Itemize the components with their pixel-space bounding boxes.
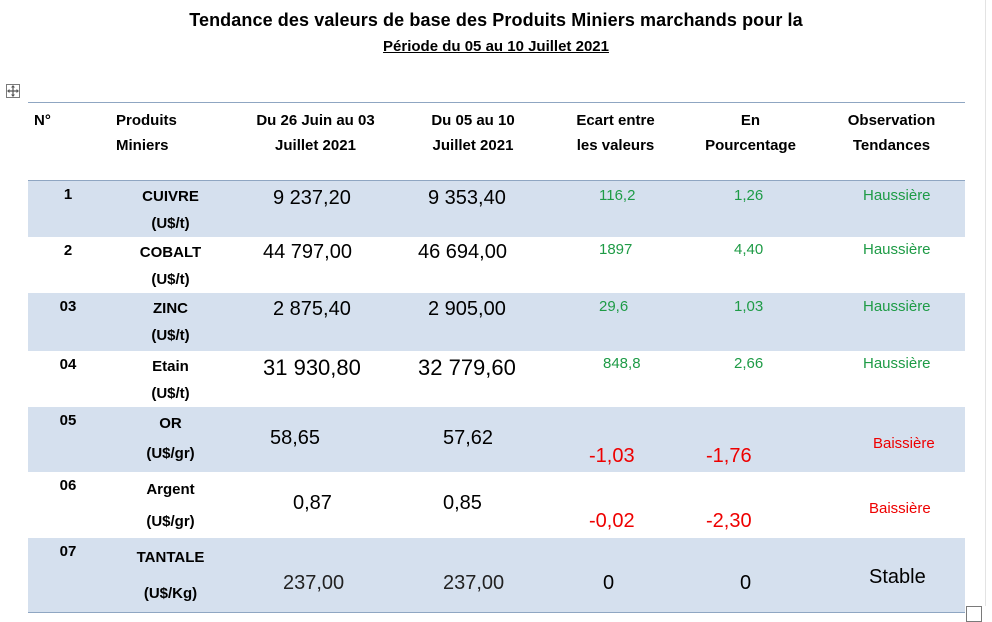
ecart-value: 848,8 [603, 355, 641, 372]
product-name: COBALT [139, 244, 202, 261]
table-row: 03 ZINC (U$/t) 2 875,40 2 905,00 29,6 1,0… [28, 293, 965, 351]
document-title: Tendance des valeurs de base des Produit… [189, 10, 803, 30]
table-row: 2 COBALT (U$/t) 44 797,00 46 694,00 1897 … [28, 237, 965, 293]
value-period-2: 237,00 [443, 572, 505, 594]
trend-label: Haussière [863, 187, 931, 204]
table-row: 1 CUIVRE (U$/t) 9 237,20 9 353,40 116,2 1… [28, 180, 965, 237]
row-number: 07 [59, 543, 77, 560]
ecart-value: 1897 [599, 241, 633, 258]
ecart-value: 116,2 [599, 187, 636, 204]
percentage-value: -2,30 [706, 510, 752, 532]
product-name: ZINC [153, 300, 188, 317]
ecart-value: 29,6 [599, 298, 629, 315]
table-move-handle-icon[interactable] [6, 84, 20, 98]
table-row: 04 Etain (U$/t) 31 930,80 32 779,60 848,8… [28, 351, 965, 407]
product-name: Argent [146, 481, 195, 498]
percentage-value: 2,66 [734, 355, 764, 372]
trend-label: Baissière [873, 435, 935, 452]
value-period-2: 32 779,60 [418, 355, 516, 380]
header-observation: Observation Tendances [818, 102, 965, 181]
header-period-2: Du 05 au 10 Juillet 2021 [398, 102, 548, 181]
row-number: 2 [63, 242, 73, 259]
value-period-2: 0,85 [443, 492, 482, 514]
value-period-1: 58,65 [270, 427, 321, 449]
value-period-1: 31 930,80 [263, 355, 361, 380]
value-period-1: 0,87 [293, 492, 332, 514]
header-ecart: Ecart entre les valeurs [548, 102, 683, 181]
product-unit: (U$/t) [151, 327, 190, 344]
product-unit: (U$/t) [151, 385, 190, 402]
value-period-1: 9 237,20 [273, 187, 351, 209]
trend-label: Stable [869, 566, 926, 588]
trend-label: Haussière [863, 355, 931, 372]
value-period-1: 2 875,40 [273, 298, 351, 320]
product-name: CUIVRE [142, 188, 199, 205]
percentage-value: 1,26 [734, 187, 764, 204]
table-row: 06 Argent (U$/gr) 0,87 0,85 -0,02 -2,30 B… [28, 472, 965, 538]
value-period-2: 57,62 [443, 427, 494, 449]
row-number: 04 [59, 356, 77, 373]
product-name: Etain [152, 358, 189, 375]
percentage-value: -1,76 [706, 445, 752, 467]
value-period-2: 9 353,40 [428, 187, 506, 209]
product-unit: (U$/t) [151, 271, 190, 288]
table-header-row: N° Produits Miniers Du 26 Juin au 03 Juill… [28, 102, 965, 181]
product-unit: (U$/gr) [146, 445, 195, 462]
product-unit: (U$/Kg) [143, 585, 198, 602]
percentage-value: 4,40 [734, 241, 764, 258]
table-row: 05 OR (U$/gr) 58,65 57,62 -1,03 -1,76 Bai… [28, 407, 965, 472]
page-margin-line [985, 0, 986, 606]
value-period-2: 2 905,00 [428, 298, 506, 320]
value-period-2: 46 694,00 [418, 241, 507, 263]
row-number: 05 [59, 412, 77, 429]
row-number: 06 [59, 477, 77, 494]
header-num: N° [28, 102, 108, 181]
percentage-value: 1,03 [734, 298, 764, 315]
product-name: OR [159, 415, 182, 432]
table-resize-handle-icon[interactable] [966, 606, 982, 622]
header-product: Produits Miniers [108, 102, 233, 181]
ecart-value: 0 [603, 572, 615, 594]
percentage-value: 0 [740, 572, 752, 594]
trend-label: Haussière [863, 241, 931, 258]
product-unit: (U$/gr) [146, 513, 195, 530]
table-row: 07 TANTALE (U$/Kg) 237,00 237,00 0 0 Stab… [28, 538, 965, 613]
trend-label: Haussière [863, 298, 931, 315]
value-period-1: 237,00 [283, 572, 345, 594]
header-percentage: En Pourcentage [683, 102, 818, 181]
row-number: 03 [59, 298, 77, 315]
document-subtitle: Période du 05 au 10 Juillet 2021 [383, 38, 609, 55]
minerals-table: N° Produits Miniers Du 26 Juin au 03 Juill… [28, 102, 965, 613]
ecart-value: -1,03 [589, 445, 635, 467]
value-period-1: 44 797,00 [263, 241, 352, 263]
product-name: TANTALE [136, 549, 205, 566]
header-period-1: Du 26 Juin au 03 Juillet 2021 [233, 102, 398, 181]
trend-label: Baissière [869, 500, 931, 517]
ecart-value: -0,02 [589, 510, 635, 532]
row-number: 1 [63, 186, 73, 203]
product-unit: (U$/t) [151, 215, 190, 232]
